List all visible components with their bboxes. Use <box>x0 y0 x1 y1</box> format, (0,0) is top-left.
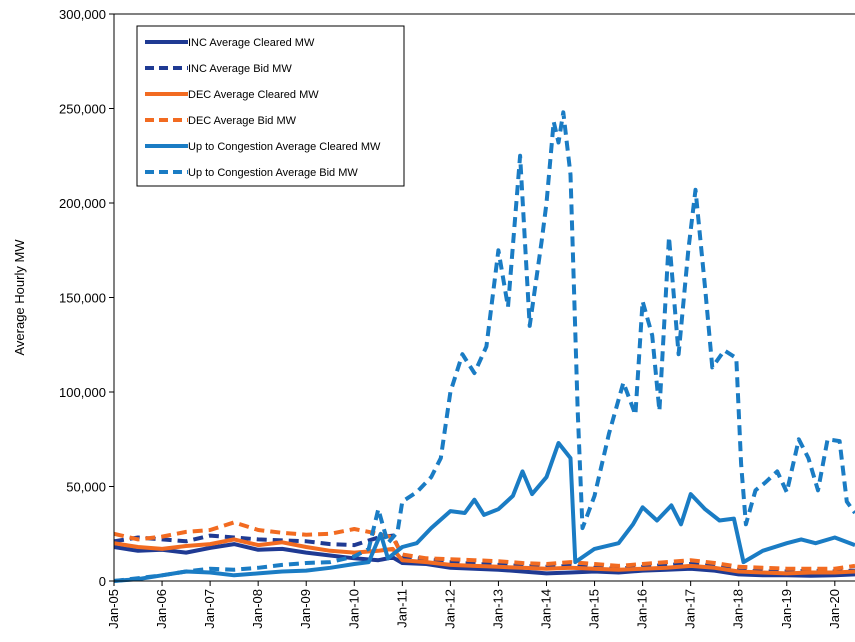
legend-label: Up to Congestion Average Bid MW <box>188 167 358 179</box>
series-line-6 <box>113 110 855 583</box>
x-tick-label: Jan-05 <box>106 589 121 629</box>
x-tick-label: Jan-10 <box>346 589 361 629</box>
x-tick-label: Jan-20 <box>827 589 842 629</box>
x-tick-label: Jan-16 <box>635 589 650 629</box>
x-tick-label: Jan-15 <box>587 589 602 629</box>
x-tick-label: Jan-07 <box>202 589 217 629</box>
x-tick-label: Jan-18 <box>731 589 746 629</box>
legend-label: INC Average Bid MW <box>188 63 292 75</box>
x-tick-label: Jan-06 <box>154 589 169 629</box>
y-tick-label: 0 <box>99 574 106 589</box>
legend-label: DEC Average Cleared MW <box>188 89 319 101</box>
x-tick-label: Jan-11 <box>394 589 409 628</box>
x-tick-label: Jan-09 <box>298 589 313 629</box>
y-tick-label: 100,000 <box>59 385 106 400</box>
x-tick-label: Jan-14 <box>538 589 553 629</box>
x-tick-label: Jan-17 <box>683 589 698 629</box>
y-tick-label: 200,000 <box>59 196 106 211</box>
plot-lines <box>113 110 855 583</box>
y-ticks: 0 50,000 100,000 150,000 200,000 250,000 300,0… <box>59 7 114 589</box>
series-line-4 <box>113 520 855 571</box>
legend: INC Average Cleared MW INC Average Bid MW… <box>136 25 405 187</box>
y-tick-label: 50,000 <box>66 480 106 495</box>
x-tick-label: Jan-13 <box>490 589 505 629</box>
legend-label: Up to Congestion Average Cleared MW <box>188 141 381 153</box>
legend-box <box>136 25 405 187</box>
x-tick-label: Jan-19 <box>779 589 794 629</box>
y-axis-title: Average Hourly MW <box>12 239 27 356</box>
series-line-5 <box>113 441 855 583</box>
x-ticks: Jan-05 Jan-06 Jan-07 Jan-08 Jan-09 Jan-10 Jan-… <box>106 581 842 629</box>
y-tick-label: 250,000 <box>59 102 106 117</box>
legend-label: DEC Average Bid MW <box>188 115 297 127</box>
y-tick-label: 300,000 <box>59 7 106 22</box>
legend-label: INC Average Cleared MW <box>188 37 315 49</box>
x-tick-label: Jan-08 <box>250 589 265 629</box>
x-tick-label: Jan-12 <box>442 589 457 629</box>
series-line-3 <box>113 537 855 576</box>
y-tick-label: 150,000 <box>59 291 106 306</box>
series-line-1 <box>113 542 855 578</box>
